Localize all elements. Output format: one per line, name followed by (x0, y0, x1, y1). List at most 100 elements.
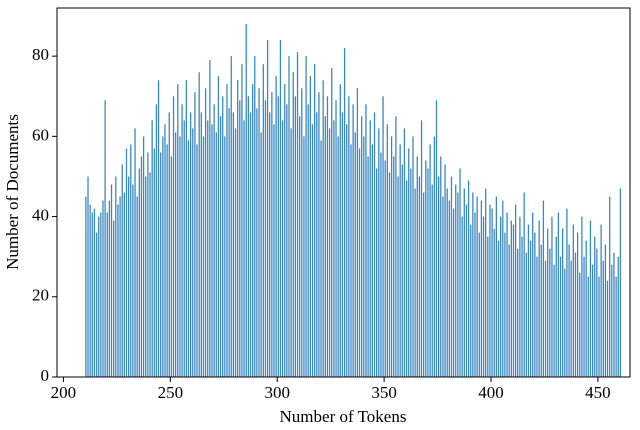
bar (455, 184, 457, 377)
bar (540, 244, 542, 377)
bar (559, 256, 562, 377)
bar (382, 96, 384, 377)
bar (557, 212, 560, 377)
y-tick-label: 40 (32, 205, 49, 224)
bar (416, 156, 418, 377)
bar (536, 256, 538, 377)
bar (247, 96, 249, 377)
bar (149, 172, 151, 377)
bar (170, 156, 173, 377)
bar (108, 200, 111, 377)
bar (162, 136, 164, 377)
bar (185, 80, 187, 378)
bar (187, 140, 190, 377)
bar (519, 216, 521, 377)
bar (450, 176, 453, 377)
bar (572, 224, 574, 377)
bar (132, 184, 134, 377)
bar (551, 216, 553, 377)
bar (410, 168, 412, 377)
y-axis-label: Number of Documents (3, 114, 22, 270)
bar (209, 60, 211, 378)
bar (313, 64, 316, 378)
bar (495, 196, 498, 377)
bar (491, 208, 493, 377)
bar (194, 92, 196, 377)
bar (352, 104, 354, 378)
bar (474, 212, 476, 377)
bar (529, 240, 532, 377)
bar (294, 96, 297, 377)
bar (260, 132, 262, 377)
bar (617, 256, 619, 377)
bar (292, 72, 294, 377)
bar (438, 176, 440, 377)
bar (328, 128, 331, 377)
bar (418, 176, 421, 377)
bar (286, 104, 288, 378)
bar (604, 244, 607, 377)
bar (397, 176, 399, 377)
bar (299, 116, 301, 377)
bar (566, 208, 568, 377)
bar (232, 112, 235, 378)
bar (500, 216, 502, 377)
bar (480, 200, 483, 377)
bar (386, 124, 388, 377)
bar (316, 112, 318, 378)
bar (619, 188, 622, 377)
bar (305, 56, 307, 378)
bar (465, 204, 468, 377)
bar (115, 176, 117, 377)
bar (555, 236, 557, 377)
bar (547, 228, 549, 377)
bar (442, 196, 444, 377)
plot-frame (56, 7, 631, 378)
bar (489, 204, 491, 377)
bar (243, 120, 245, 377)
bar (245, 24, 247, 377)
bar (506, 212, 508, 377)
bar (271, 92, 273, 377)
bar (104, 100, 106, 377)
bar (324, 116, 326, 377)
bar (85, 196, 87, 377)
bar (602, 260, 604, 377)
bar (598, 276, 600, 377)
bar (145, 176, 147, 377)
bar (113, 220, 115, 377)
bar (476, 196, 478, 377)
bar (401, 164, 403, 377)
bar (343, 48, 346, 377)
bar (273, 124, 275, 377)
bar (127, 176, 130, 377)
bar (412, 136, 414, 377)
bar (198, 72, 200, 377)
bar (576, 232, 579, 377)
y-tick-label: 20 (32, 286, 49, 305)
bar (335, 100, 337, 377)
bar (587, 276, 589, 377)
y-tick-label: 80 (32, 45, 49, 64)
bar (168, 112, 170, 378)
bar (358, 148, 361, 377)
y-tick-label: 0 (41, 366, 50, 385)
bar (121, 164, 123, 377)
bar (269, 112, 271, 378)
bar (241, 64, 243, 378)
bar (534, 232, 536, 377)
bar (224, 136, 226, 377)
bar (202, 136, 205, 377)
bar (611, 264, 613, 377)
bar (102, 200, 104, 377)
bar (502, 200, 504, 377)
bar (446, 188, 448, 377)
bar (600, 224, 602, 377)
bar (403, 128, 406, 377)
bar (365, 104, 367, 378)
bar (106, 212, 108, 377)
bar (596, 248, 598, 377)
bar (166, 144, 168, 377)
bar (234, 128, 237, 377)
